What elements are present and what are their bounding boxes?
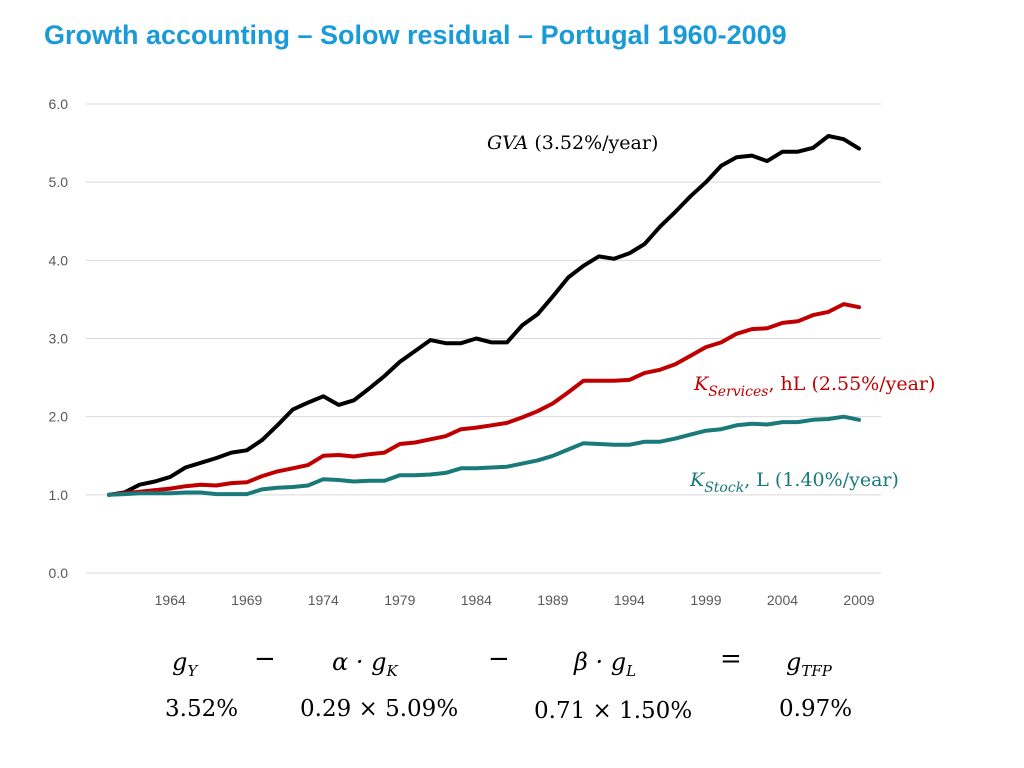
eq-value-alpha-gk: 0.29 × 5.09% xyxy=(300,696,459,722)
x-axis-ticks: 1964 1969 1974 1979 1984 1989 1994 1999 2004 2009 xyxy=(155,592,875,608)
y-tick-label: 3.0 xyxy=(49,331,69,347)
eq-term-alpha-gk: α · gK xyxy=(332,648,398,680)
x-tick-label: 1979 xyxy=(384,592,415,608)
y-tick-label: 5.0 xyxy=(49,174,69,190)
y-tick-label: 0.0 xyxy=(49,565,69,581)
eq-term-beta-gl: β · gL xyxy=(574,648,637,680)
x-tick-label: 1974 xyxy=(308,592,339,608)
series-line-1 xyxy=(107,302,861,497)
series-line-2 xyxy=(107,414,861,497)
eq-term-gy: gY xyxy=(172,648,198,680)
eq-value-gtfp: 0.97% xyxy=(779,696,853,722)
y-tick-label: 6.0 xyxy=(49,96,69,112)
y-tick-label: 4.0 xyxy=(49,252,69,268)
series-lines xyxy=(107,134,861,497)
x-tick-label: 1969 xyxy=(231,592,262,608)
x-tick-label: 1999 xyxy=(690,592,721,608)
page-title: Growth accounting – Solow residual – Por… xyxy=(44,20,787,50)
y-tick-label: 1.0 xyxy=(49,487,69,503)
eq-operator-minus-2: − xyxy=(488,644,510,674)
series-label-1: KServices, hL (2.55%/year) xyxy=(693,373,935,400)
y-tick-label: 2.0 xyxy=(49,409,69,425)
x-tick-label: 2004 xyxy=(767,592,798,608)
x-tick-label: 1989 xyxy=(537,592,568,608)
eq-operator-minus-1: − xyxy=(254,644,276,674)
x-tick-label: 1984 xyxy=(461,592,492,608)
x-tick-label: 1964 xyxy=(155,592,186,608)
x-tick-label: 2009 xyxy=(843,592,874,608)
y-axis-ticks: 0.0 1.0 2.0 3.0 4.0 5.0 6.0 xyxy=(49,96,69,581)
series-line-0 xyxy=(107,134,861,497)
eq-value-gy: 3.52% xyxy=(165,696,239,722)
x-tick-label: 1994 xyxy=(614,592,645,608)
series-labels: GVA (3.52%/year) KServices, hL (2.55%/yea… xyxy=(487,132,935,496)
eq-value-beta-gl: 0.71 × 1.50% xyxy=(534,698,693,724)
eq-term-gtfp: gTFP xyxy=(786,648,832,680)
series-label-0: GVA (3.52%/year) xyxy=(487,132,658,154)
series-label-2: KStock, L (1.40%/year) xyxy=(689,469,899,496)
eq-operator-equals: = xyxy=(720,644,742,674)
